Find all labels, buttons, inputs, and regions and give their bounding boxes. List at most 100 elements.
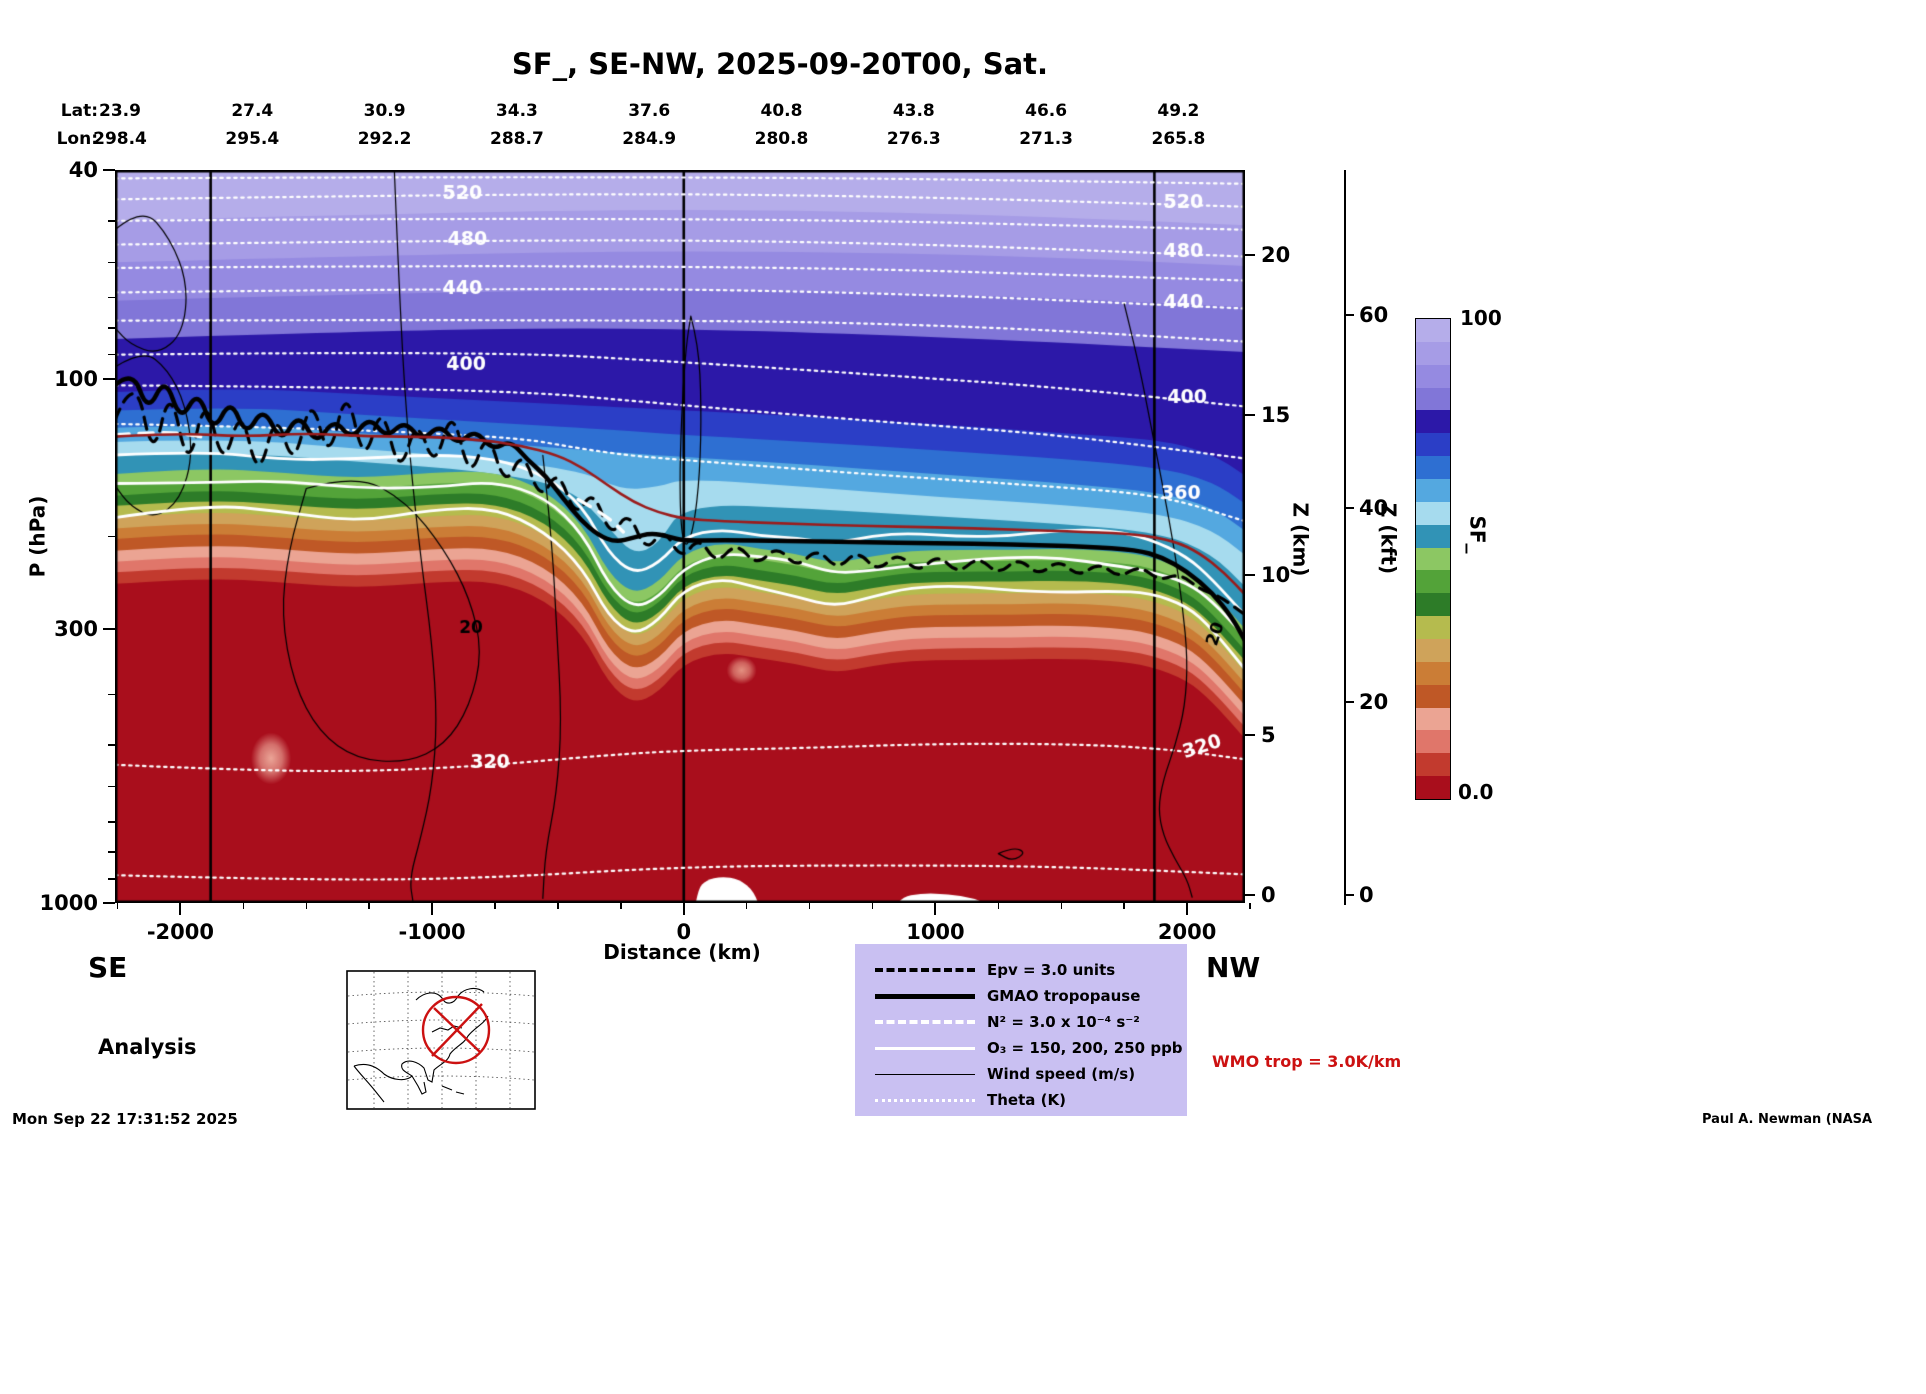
colorbar-segment — [1416, 456, 1450, 480]
colorbar — [1415, 318, 1451, 800]
lon-value: 295.4 — [225, 129, 280, 149]
colorbar-title: SF_ — [1465, 515, 1490, 554]
lat-value: 37.6 — [628, 101, 671, 121]
colorbar-segment — [1416, 364, 1450, 388]
x-axis-minor-tick — [1249, 903, 1251, 909]
km-axis-tick — [1245, 574, 1255, 576]
km-axis-tick-label: 20 — [1261, 243, 1291, 267]
legend-sample-wind-speed-icon — [875, 1073, 975, 1075]
kft-axis-tick-label: 20 — [1359, 689, 1389, 714]
p-axis-tick-label: 40 — [68, 158, 98, 182]
lat-axis-caption: Lat: — [60, 101, 98, 121]
x-axis-tick-label: 2000 — [1157, 920, 1217, 944]
lat-value: 46.6 — [1025, 101, 1068, 121]
p-axis-minor-tick — [108, 353, 115, 356]
km-axis-tick-label: 5 — [1261, 723, 1276, 747]
colorbar-segment — [1416, 501, 1450, 525]
x-axis-minor-tick — [745, 903, 748, 909]
colorbar-max-label: 100 — [1460, 306, 1502, 330]
legend-item-epv: Epv = 3.0 units — [875, 957, 1187, 983]
kft-axis-tick-label: 60 — [1359, 302, 1389, 327]
map-frame — [346, 970, 536, 1110]
lat-value: 49.2 — [1157, 101, 1200, 121]
lon-value: 284.9 — [622, 129, 677, 149]
x-axis-tick — [1186, 903, 1189, 915]
p-axis-minor-tick — [108, 296, 115, 299]
legend-sample-theta-icon — [875, 1098, 975, 1102]
legend-label-o3: O₃ = 150, 200, 250 ppb — [987, 1039, 1183, 1057]
legend-sample-gmao-tropopause-icon — [875, 993, 975, 999]
colorbar-segment — [1416, 661, 1450, 685]
colorbar-segment — [1416, 524, 1450, 548]
p-axis-minor-tick — [108, 878, 115, 880]
colorbar-segment — [1416, 570, 1450, 594]
pressure-axis-title: P (hPa) — [25, 495, 50, 578]
p-axis-tick — [103, 902, 115, 904]
lon-value: 276.3 — [886, 129, 941, 149]
p-axis-tick-label: 1000 — [39, 891, 98, 915]
kft-axis-tick — [1345, 507, 1354, 509]
distance-axis-title: Distance (km) — [603, 940, 761, 964]
p-axis-tick — [103, 377, 115, 380]
p-axis-minor-tick — [108, 535, 115, 538]
se-endpoint-label: SE — [88, 951, 128, 984]
lon-value: 292.2 — [357, 129, 412, 149]
legend-label-wind-speed: Wind speed (m/s) — [987, 1065, 1136, 1083]
colorbar-segment — [1416, 319, 1450, 342]
km-axis-tick-label: 10 — [1261, 563, 1291, 587]
colorbar-segment — [1416, 776, 1450, 800]
p-axis-minor-tick — [108, 785, 115, 788]
x-axis-minor-tick — [871, 903, 874, 909]
lon-value: 298.4 — [93, 129, 147, 149]
legend-sample-n2-icon — [875, 1020, 975, 1024]
lon-value: 265.8 — [1151, 129, 1206, 149]
km-axis-tick — [1245, 414, 1255, 416]
legend-item-n2: N² = 3.0 x 10⁻⁴ s⁻² — [875, 1009, 1187, 1035]
x-axis-tick — [934, 903, 937, 915]
km-axis-tick — [1245, 254, 1255, 256]
p-axis-tick — [103, 169, 115, 171]
x-axis-minor-tick — [1060, 903, 1063, 909]
lat-value: 23.9 — [99, 101, 141, 121]
p-axis-tick — [103, 627, 115, 630]
kft-axis-line — [1344, 170, 1346, 905]
x-axis-tick-label: 0 — [676, 920, 692, 944]
lat-value: 27.4 — [231, 101, 274, 121]
p-axis-tick-label: 300 — [54, 616, 98, 641]
x-axis-minor-tick — [620, 903, 622, 909]
kft-axis-tick — [1345, 700, 1354, 703]
wmo-trop-note: WMO trop = 3.0K/km — [1212, 1052, 1402, 1071]
nw-endpoint-label: NW — [1206, 951, 1261, 984]
x-axis-minor-tick — [116, 903, 119, 909]
p-axis-minor-tick — [108, 744, 115, 746]
altitude-km-axis-title: Z (km) — [1288, 502, 1313, 577]
plot-title: SF_, SE-NW, 2025-09-20T00, Sat. — [511, 47, 1049, 81]
altitude-kft-axis-title: Z (kft) — [1376, 502, 1401, 575]
p-axis-minor-tick — [108, 261, 115, 264]
legend-label-epv: Epv = 3.0 units — [987, 961, 1116, 979]
x-axis-tick-label: -1000 — [398, 920, 466, 944]
x-axis-tick — [179, 903, 182, 915]
p-axis-minor-tick — [108, 821, 115, 823]
colorbar-segment — [1416, 730, 1450, 754]
p-axis-minor-tick — [108, 220, 115, 222]
km-axis-tick-label: 0 — [1261, 883, 1276, 907]
p-axis-minor-tick — [108, 693, 115, 696]
km-axis-tick-label: 15 — [1261, 403, 1291, 427]
colorbar-segment — [1416, 410, 1450, 434]
colorbar-segment — [1416, 547, 1450, 571]
x-axis-minor-tick — [1123, 903, 1125, 909]
legend-box: Epv = 3.0 units GMAO tropopause N² = 3.0 x… — [855, 944, 1187, 1116]
lon-value: 288.7 — [490, 129, 544, 149]
x-axis-minor-tick — [808, 903, 811, 909]
map-inset — [346, 970, 536, 1110]
x-axis-minor-tick — [557, 903, 559, 909]
kft-axis-tick — [1345, 313, 1354, 316]
colorbar-segment — [1416, 433, 1450, 457]
route-marker-icon — [421, 995, 491, 1065]
p-axis-tick-label: 100 — [54, 366, 98, 391]
x-axis-minor-tick — [305, 903, 308, 909]
legend-label-theta: Theta (K) — [987, 1091, 1066, 1109]
legend-sample-o3-icon — [875, 1046, 975, 1050]
x-axis-minor-tick — [242, 903, 245, 909]
